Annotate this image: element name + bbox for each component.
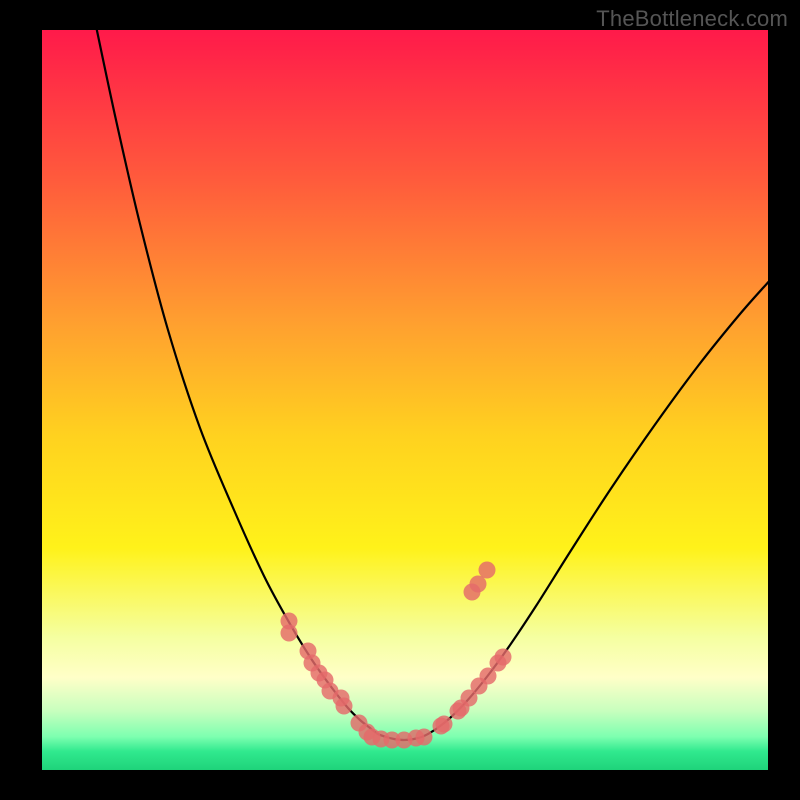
bottleneck-chart: TheBottleneck.com bbox=[0, 0, 800, 800]
watermark-text: TheBottleneck.com bbox=[596, 6, 788, 32]
plot-background bbox=[42, 30, 768, 770]
marker-dot bbox=[416, 729, 433, 746]
marker-dot bbox=[281, 625, 298, 642]
marker-dot bbox=[479, 562, 496, 579]
marker-dot bbox=[336, 698, 353, 715]
marker-dot bbox=[470, 576, 487, 593]
marker-dot bbox=[436, 716, 453, 733]
marker-dot bbox=[495, 649, 512, 666]
chart-svg bbox=[0, 0, 800, 800]
